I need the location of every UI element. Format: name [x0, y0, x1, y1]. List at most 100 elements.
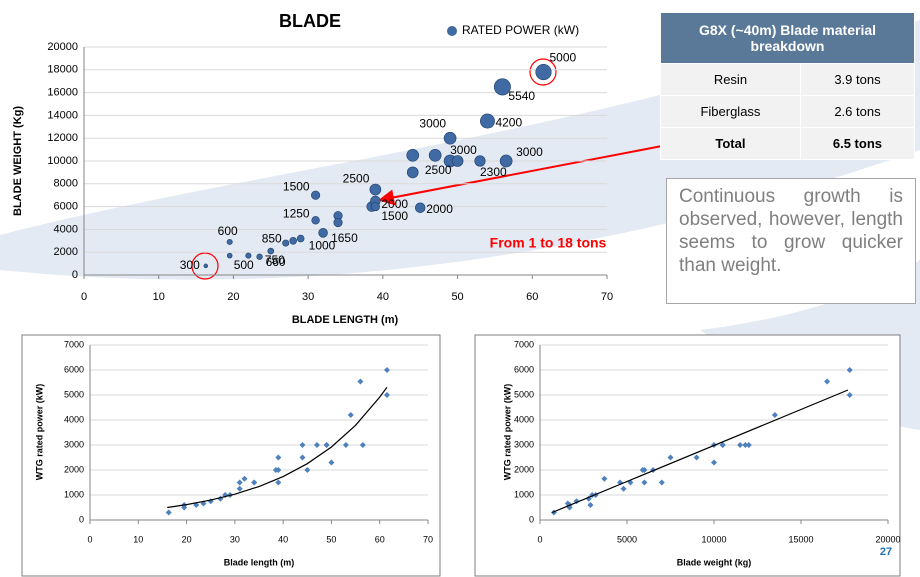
- point: [383, 367, 390, 373]
- cell: 2.6 tons: [799, 95, 916, 128]
- bubble: [406, 166, 419, 179]
- point: [347, 412, 354, 418]
- y-axis-title: WTG rated power (kW): [34, 384, 44, 481]
- bubble: [474, 155, 486, 167]
- data-label: 750: [265, 253, 285, 267]
- legend-marker: [447, 26, 457, 36]
- data-label: 2500: [425, 163, 452, 177]
- point: [639, 467, 646, 473]
- cell: Resin: [660, 63, 801, 96]
- data-label: 1000: [309, 239, 336, 253]
- x-tick-label: 10: [133, 534, 143, 544]
- point: [719, 442, 726, 448]
- x-axis-title: Blade length (m): [224, 557, 295, 567]
- bubble: [406, 148, 420, 162]
- legend-label: RATED POWER (kW): [462, 23, 579, 37]
- data-label: 5000: [549, 50, 576, 64]
- point: [275, 454, 282, 461]
- point: [620, 485, 627, 492]
- bubble: [296, 234, 305, 243]
- x-tick-label: 0: [81, 291, 87, 303]
- y-tick-label: 12000: [47, 132, 78, 144]
- y-tick-label: 2000: [54, 246, 78, 258]
- data-label: 850: [262, 231, 282, 245]
- data-label: 660: [266, 255, 286, 269]
- data-label: 1500: [381, 209, 408, 223]
- point: [771, 412, 778, 418]
- data-label: 5540: [508, 89, 535, 103]
- point: [737, 442, 744, 448]
- bubble: [535, 64, 552, 81]
- y-tick-label: 2000: [514, 464, 534, 474]
- x-tick-label: 20: [227, 291, 239, 303]
- bubble: [289, 237, 297, 245]
- material-table: G8X (~40m) Blade material breakdown Resi…: [660, 12, 916, 160]
- point: [601, 475, 608, 482]
- x-tick-label: 50: [326, 534, 336, 544]
- y-tick-label: 3000: [514, 439, 534, 449]
- y-tick-label: 0: [72, 269, 78, 281]
- y-axis-title: WTG rated power (kW): [502, 384, 512, 481]
- x-tick-label: 10000: [701, 534, 726, 544]
- point: [667, 454, 674, 461]
- y-tick-label: 20000: [47, 41, 78, 53]
- x-tick-label: 70: [423, 534, 433, 544]
- chart-title: BLADE: [279, 11, 341, 31]
- x-tick-label: 15000: [788, 534, 813, 544]
- y-tick-label: 8000: [54, 178, 78, 190]
- y-tick-label: 16000: [47, 87, 78, 99]
- page-number: 27: [880, 546, 892, 558]
- point: [236, 485, 243, 492]
- bubble: [267, 247, 275, 255]
- bubble: [451, 155, 464, 167]
- y-tick-label: 18000: [47, 64, 78, 76]
- y-tick-label: 7000: [514, 339, 534, 349]
- data-label: 3000: [516, 145, 543, 159]
- y-axis-title: BLADE WEIGHT (Kg): [12, 106, 24, 216]
- point: [383, 392, 390, 398]
- point: [328, 459, 335, 466]
- y-tick-label: 0: [529, 514, 534, 524]
- x-tick-label: 60: [526, 291, 538, 303]
- bubble: [226, 238, 233, 245]
- note-box: Continuous growth is observed, however, …: [666, 178, 916, 304]
- y-tick-label: 1000: [64, 489, 84, 499]
- point: [313, 442, 320, 448]
- bubble: [414, 202, 426, 213]
- bubble: [282, 239, 290, 247]
- y-tick-label: 5000: [64, 389, 84, 399]
- x-tick-label: 0: [87, 534, 92, 544]
- point: [275, 467, 282, 473]
- x-tick-label: 10: [153, 291, 165, 303]
- bubble: [480, 113, 495, 129]
- bubble: [370, 202, 380, 212]
- x-tick-label: 50: [451, 291, 463, 303]
- y-tick-label: 4000: [514, 414, 534, 424]
- cell: 3.9 tons: [799, 63, 916, 96]
- bubble: [318, 228, 328, 238]
- cell: Total: [660, 127, 801, 160]
- point: [251, 479, 258, 486]
- x-tick-label: 0: [537, 534, 542, 544]
- point: [323, 442, 330, 448]
- bubble: [311, 216, 320, 225]
- bubble: [499, 154, 513, 168]
- point: [299, 454, 306, 461]
- point: [241, 475, 248, 482]
- bubble: [245, 252, 252, 259]
- point: [641, 479, 648, 486]
- point: [742, 442, 749, 448]
- point: [304, 467, 311, 473]
- bubble: [256, 253, 263, 260]
- point: [824, 378, 831, 385]
- point: [359, 442, 366, 448]
- highlight-circle: [529, 58, 557, 86]
- cell: Fiberglass: [660, 95, 801, 128]
- point: [658, 479, 665, 486]
- y-tick-label: 7000: [64, 339, 84, 349]
- y-tick-label: 6000: [54, 201, 78, 213]
- x-axis-title: Blade weight (kg): [677, 557, 752, 567]
- x-tick-label: 70: [601, 291, 613, 303]
- arrow: [378, 145, 663, 206]
